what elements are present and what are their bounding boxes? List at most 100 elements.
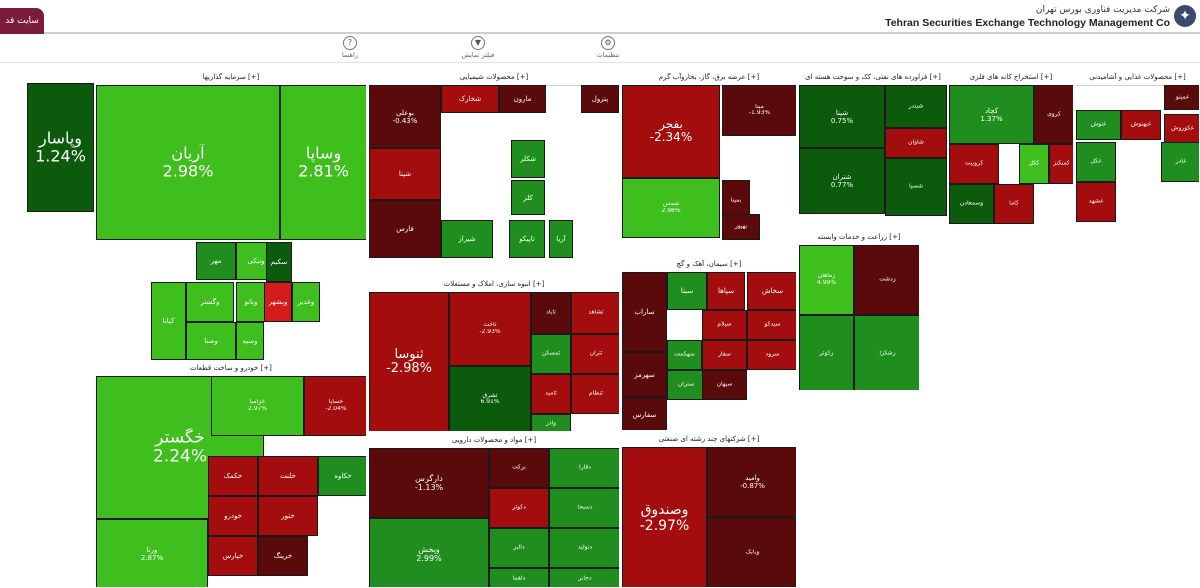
stock-tile[interactable]: وسپه <box>236 322 264 360</box>
sector-title[interactable]: استخراج کانه های فلزی [+] <box>949 70 1073 86</box>
stock-tile[interactable]: شمس 2.98% <box>622 178 720 238</box>
tse-logo-icon[interactable]: ✦ <box>1174 5 1196 27</box>
stock-tile[interactable]: سپاها <box>707 272 745 310</box>
stock-tile[interactable]: وغدیر <box>292 282 320 322</box>
stock-tile[interactable]: وآذر <box>531 414 571 431</box>
stock-tile[interactable]: ثتران <box>571 334 619 374</box>
stock-tile[interactable]: ثنظام <box>571 374 619 414</box>
stock-tile[interactable]: ورنا 2.87% <box>96 519 208 587</box>
stock-tile[interactable]: وبانو <box>236 282 266 322</box>
stock-tile[interactable]: غاذر <box>1161 142 1199 182</box>
stock-tile[interactable]: غگل <box>1076 142 1116 182</box>
sector-title[interactable]: سیمان، آهک و گچ [+] <box>622 257 796 273</box>
stock-tile[interactable]: دفارا <box>549 448 619 488</box>
stock-tile[interactable]: مپنا -1.93% <box>722 85 796 136</box>
stock-tile[interactable]: خزامیا 2.97% <box>211 376 304 436</box>
stock-tile[interactable]: سکیم <box>266 242 292 282</box>
stock-tile[interactable]: سیلام <box>702 310 747 340</box>
menu-guide[interactable]: ? راهنما <box>320 36 380 60</box>
stock-tile[interactable]: سخاش <box>747 272 796 310</box>
stock-tile[interactable]: کمنگنز <box>1049 144 1073 184</box>
site-button[interactable]: سایت قد <box>0 8 44 34</box>
stock-tile[interactable]: ساراب <box>622 272 667 352</box>
stock-tile[interactable]: خپارس <box>208 536 258 576</box>
sector-title[interactable]: مواد و محصولات دارویی [+] <box>369 433 619 449</box>
stock-tile[interactable]: خساپا -2.04% <box>304 376 366 436</box>
stock-tile[interactable]: سفار <box>702 340 747 370</box>
sector-title[interactable]: زراعت و خدمات وابسته [+] <box>799 230 919 246</box>
stock-tile[interactable]: دارگرس -1.13% <box>369 448 489 518</box>
sector-title[interactable]: فراورده های نفتی، کک و سوخت هسته ای [+] <box>799 70 947 86</box>
stock-tile[interactable]: شپنا 0.75% <box>799 85 885 148</box>
stock-tile[interactable]: غنوش <box>1076 110 1121 140</box>
stock-tile[interactable]: کگل <box>1019 144 1049 184</box>
stock-tile[interactable]: شپنا <box>369 148 441 200</box>
stock-tile[interactable]: ثامید <box>531 374 571 414</box>
stock-tile[interactable]: شخارک <box>441 85 499 113</box>
stock-tile[interactable]: خودرو <box>208 496 258 536</box>
menu-settings[interactable]: ⚙ تنظیمات <box>578 36 638 60</box>
stock-tile[interactable]: غمینو <box>1164 85 1199 110</box>
stock-tile[interactable]: غبهنوش <box>1121 110 1161 140</box>
stock-tile[interactable]: سبهان <box>702 370 747 400</box>
stock-tile[interactable]: زکوثر <box>799 315 854 390</box>
stock-tile[interactable]: فارس <box>369 200 441 258</box>
stock-tile[interactable]: سهگمت <box>667 340 702 370</box>
stock-tile[interactable]: سهرمز <box>622 352 667 397</box>
stock-tile[interactable]: غکوروش <box>1164 114 1199 144</box>
stock-tile[interactable]: خکاوه <box>318 456 366 496</box>
menu-selection[interactable]: ▼ فیلتر نمایش <box>448 36 508 60</box>
stock-tile[interactable]: کچاد 1.37% <box>949 85 1034 144</box>
stock-tile[interactable]: مهر <box>196 242 236 280</box>
stock-tile[interactable]: وساپا 2.81% <box>280 85 366 240</box>
stock-tile[interactable]: دالبر <box>489 528 549 568</box>
stock-tile[interactable]: دکوثر <box>489 488 549 528</box>
stock-tile[interactable]: بوعلی -0.43% <box>369 85 441 148</box>
stock-tile[interactable]: وبانک <box>707 517 796 587</box>
stock-tile[interactable]: وامید -0.87% <box>707 447 796 517</box>
stock-tile[interactable]: خرینگ <box>258 536 308 576</box>
stock-tile[interactable]: خلنت <box>258 456 318 496</box>
sector-title[interactable]: عرضه برق، گاز، بخاروآب گرم [+] <box>622 70 796 86</box>
stock-tile[interactable]: ثاباد <box>531 292 571 334</box>
stock-tile[interactable]: تاپیکو <box>509 220 545 258</box>
stock-tile[interactable]: وصندوق -2.97% <box>622 447 707 587</box>
stock-tile[interactable]: شکلر <box>511 140 545 178</box>
stock-tile[interactable]: سفارس <box>622 397 667 430</box>
stock-tile[interactable]: ثشرق 6.91% <box>449 366 531 431</box>
stock-tile[interactable]: کروبیت <box>949 144 999 184</box>
stock-tile[interactable]: ستران <box>667 370 705 400</box>
stock-tile[interactable]: شبندر <box>885 85 947 128</box>
stock-tile[interactable]: شیراز <box>441 220 493 258</box>
sector-title[interactable]: خودرو و ساخت قطعات [+] <box>96 361 366 377</box>
sector-title[interactable]: محصولات غذایی و آشامیدنی [+] <box>1076 70 1199 86</box>
stock-tile[interactable]: کاما <box>994 184 1034 224</box>
sector-title[interactable]: محصولات شیمیایی [+] <box>369 70 619 86</box>
stock-tile[interactable]: بفجر -2.34% <box>622 85 720 178</box>
stock-tile[interactable]: وسمعادن <box>949 184 994 224</box>
stock-tile[interactable]: کروی <box>1034 85 1073 144</box>
stock-tile[interactable]: دسبحا <box>549 488 619 528</box>
stock-tile[interactable]: زدشت <box>854 245 919 315</box>
stock-tile[interactable]: بهپور <box>722 214 760 240</box>
stock-tile[interactable]: دتولید <box>549 528 619 568</box>
stock-tile[interactable]: برکت <box>489 448 549 488</box>
stock-tile[interactable]: ختور <box>258 496 318 536</box>
stock-tile[interactable]: کلر <box>511 180 545 215</box>
stock-tile[interactable]: شسپا <box>885 158 947 216</box>
stock-tile[interactable]: ثمسکن <box>531 334 571 374</box>
stock-tile[interactable]: زماهان 4.99% <box>799 245 854 315</box>
stock-tile[interactable]: وبشهر <box>264 282 292 322</box>
stock-tile[interactable]: سیدکو <box>747 310 796 340</box>
stock-tile[interactable]: دلقما <box>489 568 549 587</box>
stock-tile[interactable]: ثنوسا -2.98% <box>369 292 449 431</box>
sector-title[interactable]: سرمایه گذاریها [+] <box>96 70 366 86</box>
stock-tile[interactable]: شاوان <box>885 128 947 158</box>
sector-title[interactable]: شرکتهای چند رشته ای صنعتی [+] <box>622 432 796 448</box>
stock-tile[interactable]: کیانا <box>151 282 186 360</box>
stock-tile[interactable]: مارون <box>499 85 546 113</box>
stock-tile[interactable]: آریا <box>549 220 573 258</box>
stock-tile[interactable]: غشهد <box>1076 182 1116 222</box>
stock-tile[interactable]: شتران 0.77% <box>799 148 885 214</box>
stock-tile[interactable]: آریان 2.98% <box>96 85 280 240</box>
